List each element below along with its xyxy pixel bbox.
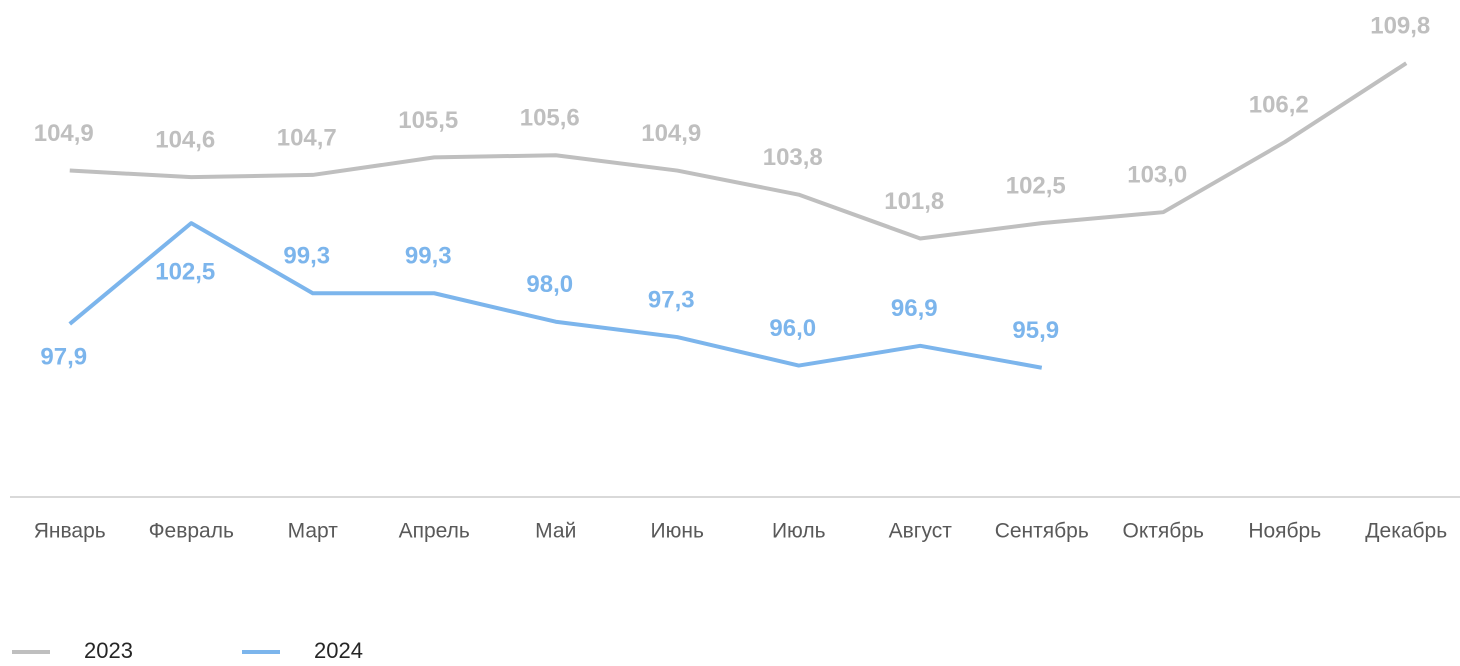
x-tick-label: Март bbox=[288, 520, 339, 543]
data-label: 97,3 bbox=[648, 286, 695, 313]
data-label: 106,2 bbox=[1249, 91, 1309, 118]
data-label: 96,0 bbox=[769, 315, 816, 342]
data-label: 105,5 bbox=[398, 107, 458, 134]
data-label: 96,9 bbox=[891, 295, 938, 322]
data-label: 104,9 bbox=[34, 120, 94, 147]
data-label: 101,8 bbox=[884, 188, 944, 215]
data-label: 104,6 bbox=[155, 126, 215, 153]
x-tick-label: Апрель bbox=[399, 520, 470, 543]
x-tick-label: Январь bbox=[34, 520, 106, 543]
data-label: 102,5 bbox=[1006, 172, 1066, 199]
x-tick-label: Февраль bbox=[149, 520, 234, 543]
data-label: 103,8 bbox=[763, 144, 823, 171]
series-line bbox=[68, 221, 1043, 370]
x-tick-label: Июль bbox=[772, 520, 826, 543]
data-label: 95,9 bbox=[1012, 317, 1059, 344]
x-tick-label: Сентябрь bbox=[995, 520, 1089, 543]
x-tick-label: Октябрь bbox=[1123, 520, 1204, 543]
data-label: 102,5 bbox=[155, 258, 215, 285]
data-label: 99,3 bbox=[405, 243, 452, 270]
x-tick-label: Июнь bbox=[651, 520, 704, 543]
series-line bbox=[69, 61, 1408, 241]
x-tick-label: Ноябрь bbox=[1248, 520, 1321, 543]
data-label: 105,6 bbox=[520, 105, 580, 132]
legend-label: 2024 bbox=[314, 638, 363, 663]
x-tick-label: Август bbox=[889, 520, 953, 543]
data-label: 103,0 bbox=[1127, 162, 1187, 189]
data-label: 99,3 bbox=[283, 243, 330, 270]
x-tick-label: Май bbox=[535, 520, 576, 543]
data-label: 104,7 bbox=[277, 124, 337, 151]
data-label: 98,0 bbox=[526, 271, 573, 298]
data-label: 104,9 bbox=[641, 120, 701, 147]
legend-label: 2023 bbox=[84, 638, 133, 663]
x-tick-label: Декабрь bbox=[1365, 520, 1447, 543]
data-label: 97,9 bbox=[40, 343, 87, 370]
data-label: 109,8 bbox=[1370, 13, 1430, 40]
